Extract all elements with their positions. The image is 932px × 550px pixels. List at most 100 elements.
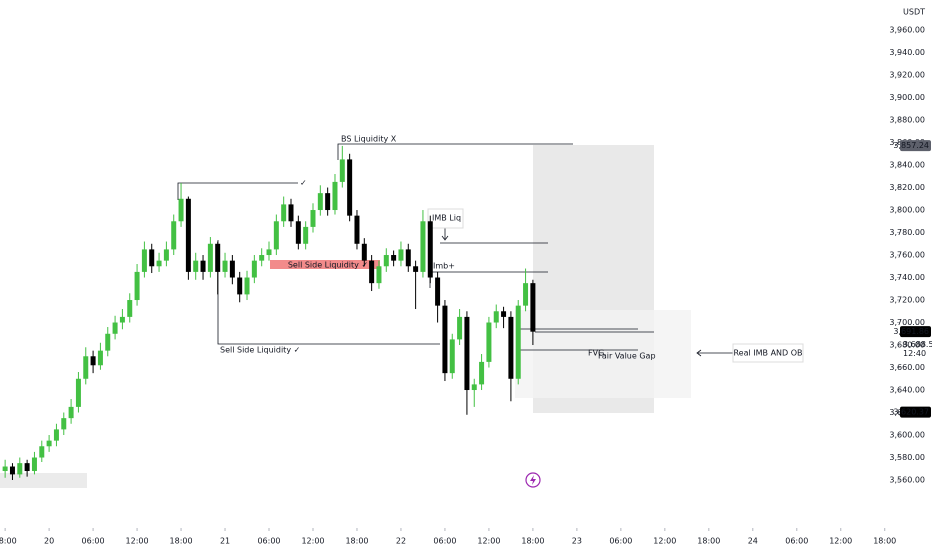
annotation: Sell Side Liquidity ✓ xyxy=(220,346,300,355)
candle-body xyxy=(75,378,81,407)
bid-label: 3,688.51 xyxy=(903,340,932,349)
candle-body xyxy=(244,277,250,295)
candle-body xyxy=(229,260,235,278)
candle-body xyxy=(508,316,514,379)
candle-body xyxy=(9,466,15,475)
price-label-box xyxy=(900,326,931,338)
candle-body xyxy=(207,243,213,272)
candle-body xyxy=(17,463,23,475)
y-tick-label: 3,820.00 xyxy=(889,183,925,192)
candle-body xyxy=(515,305,521,379)
arrow xyxy=(696,349,733,357)
candle-body xyxy=(171,221,177,250)
y-tick-label: 3,780.00 xyxy=(889,228,925,237)
candle-body xyxy=(281,204,287,222)
candle-body xyxy=(61,418,67,430)
annotation: Real IMB AND OB xyxy=(733,349,802,358)
candle-body xyxy=(464,316,470,391)
countdown: 12:40 xyxy=(903,349,926,358)
x-tick-label: 06:00 xyxy=(82,537,105,546)
candle-body xyxy=(361,243,367,261)
x-tick-label: 12:00 xyxy=(301,537,324,546)
candle-body xyxy=(530,283,536,332)
zone xyxy=(515,310,691,398)
candle-body xyxy=(457,316,463,340)
x-tick-label: 23 xyxy=(572,537,582,546)
candle-body xyxy=(141,249,147,272)
candle-body xyxy=(112,322,118,334)
candle-body xyxy=(332,181,338,211)
candle-body xyxy=(354,215,360,244)
candle-body xyxy=(83,356,89,379)
x-tick-label: 18:00 xyxy=(521,537,544,546)
candle-body xyxy=(479,361,485,385)
candle-body xyxy=(193,260,199,272)
candle-body xyxy=(156,260,162,267)
annotation: FVG xyxy=(588,349,604,358)
y-tick-label: 3,920.00 xyxy=(889,71,925,80)
annotation: Imb+ xyxy=(433,262,455,271)
candle-body xyxy=(325,193,331,211)
candle-body xyxy=(493,311,499,323)
candle-body xyxy=(215,243,221,272)
candle-body xyxy=(501,311,507,317)
event-icon-glyph xyxy=(530,475,536,485)
candle-body xyxy=(413,266,419,272)
y-tick-label: 3,640.00 xyxy=(889,386,925,395)
candle-body xyxy=(435,277,441,306)
candle-body xyxy=(391,255,397,261)
candle-body xyxy=(310,210,316,227)
x-tick-label: 06:00 xyxy=(785,537,808,546)
y-tick-label: 3,740.00 xyxy=(889,273,925,282)
y-tick-label: 3,560.00 xyxy=(889,476,925,485)
candle-body xyxy=(339,159,345,182)
y-tick-label: 3,900.00 xyxy=(889,93,925,102)
candle-body xyxy=(347,159,353,216)
candle-body xyxy=(251,260,257,278)
candle-body xyxy=(185,198,191,272)
x-tick-label: 24 xyxy=(748,537,758,546)
x-tick-label: 22 xyxy=(396,537,406,546)
candle-body xyxy=(317,193,323,211)
candle-body xyxy=(405,249,411,267)
candle-body xyxy=(295,221,301,244)
x-tick-label: 06:00 xyxy=(433,537,456,546)
candle-body xyxy=(471,384,477,391)
candle-body xyxy=(237,277,243,295)
candle-body xyxy=(222,260,228,272)
label-box xyxy=(427,208,464,229)
annotation: IMB Liq xyxy=(432,214,461,223)
candle-body xyxy=(127,300,133,317)
candle-body xyxy=(163,249,169,261)
arrow xyxy=(441,228,449,241)
liquidity-zone xyxy=(270,260,380,269)
annotation: BS Liquidity X xyxy=(341,135,397,144)
y-tick-label: 3,580.00 xyxy=(889,453,925,462)
candle-body xyxy=(376,266,382,284)
x-tick-label: 06:00 xyxy=(257,537,280,546)
candle-body xyxy=(273,221,279,250)
candle-body xyxy=(149,249,155,267)
zone xyxy=(0,473,87,488)
candle-body xyxy=(24,463,30,472)
y-tick-label: 3,880.00 xyxy=(889,116,925,125)
candle-body xyxy=(119,316,125,323)
x-tick-label: 06:00 xyxy=(609,537,632,546)
candle-body xyxy=(449,339,455,374)
x-tick-label: 18:00 xyxy=(345,537,368,546)
y-tick-label: 3,960.00 xyxy=(889,26,925,35)
price-label-box xyxy=(900,406,931,418)
price-label-box xyxy=(900,140,931,152)
candle-body xyxy=(523,283,529,306)
annotation: Sell Side Liquidity ✓ xyxy=(288,261,368,270)
imb-line xyxy=(429,271,548,288)
candle-body xyxy=(442,305,448,374)
x-tick-label: 12:00 xyxy=(653,537,676,546)
x-tick-label: 21 xyxy=(220,537,230,546)
x-tick-label: 18:00 xyxy=(0,537,17,546)
x-tick-label: 18:00 xyxy=(873,537,896,546)
x-tick-label: 20 xyxy=(44,537,54,546)
x-tick-label: 12:00 xyxy=(829,537,852,546)
candle-body xyxy=(46,440,52,447)
price-label: 3,691.86 xyxy=(893,327,929,336)
